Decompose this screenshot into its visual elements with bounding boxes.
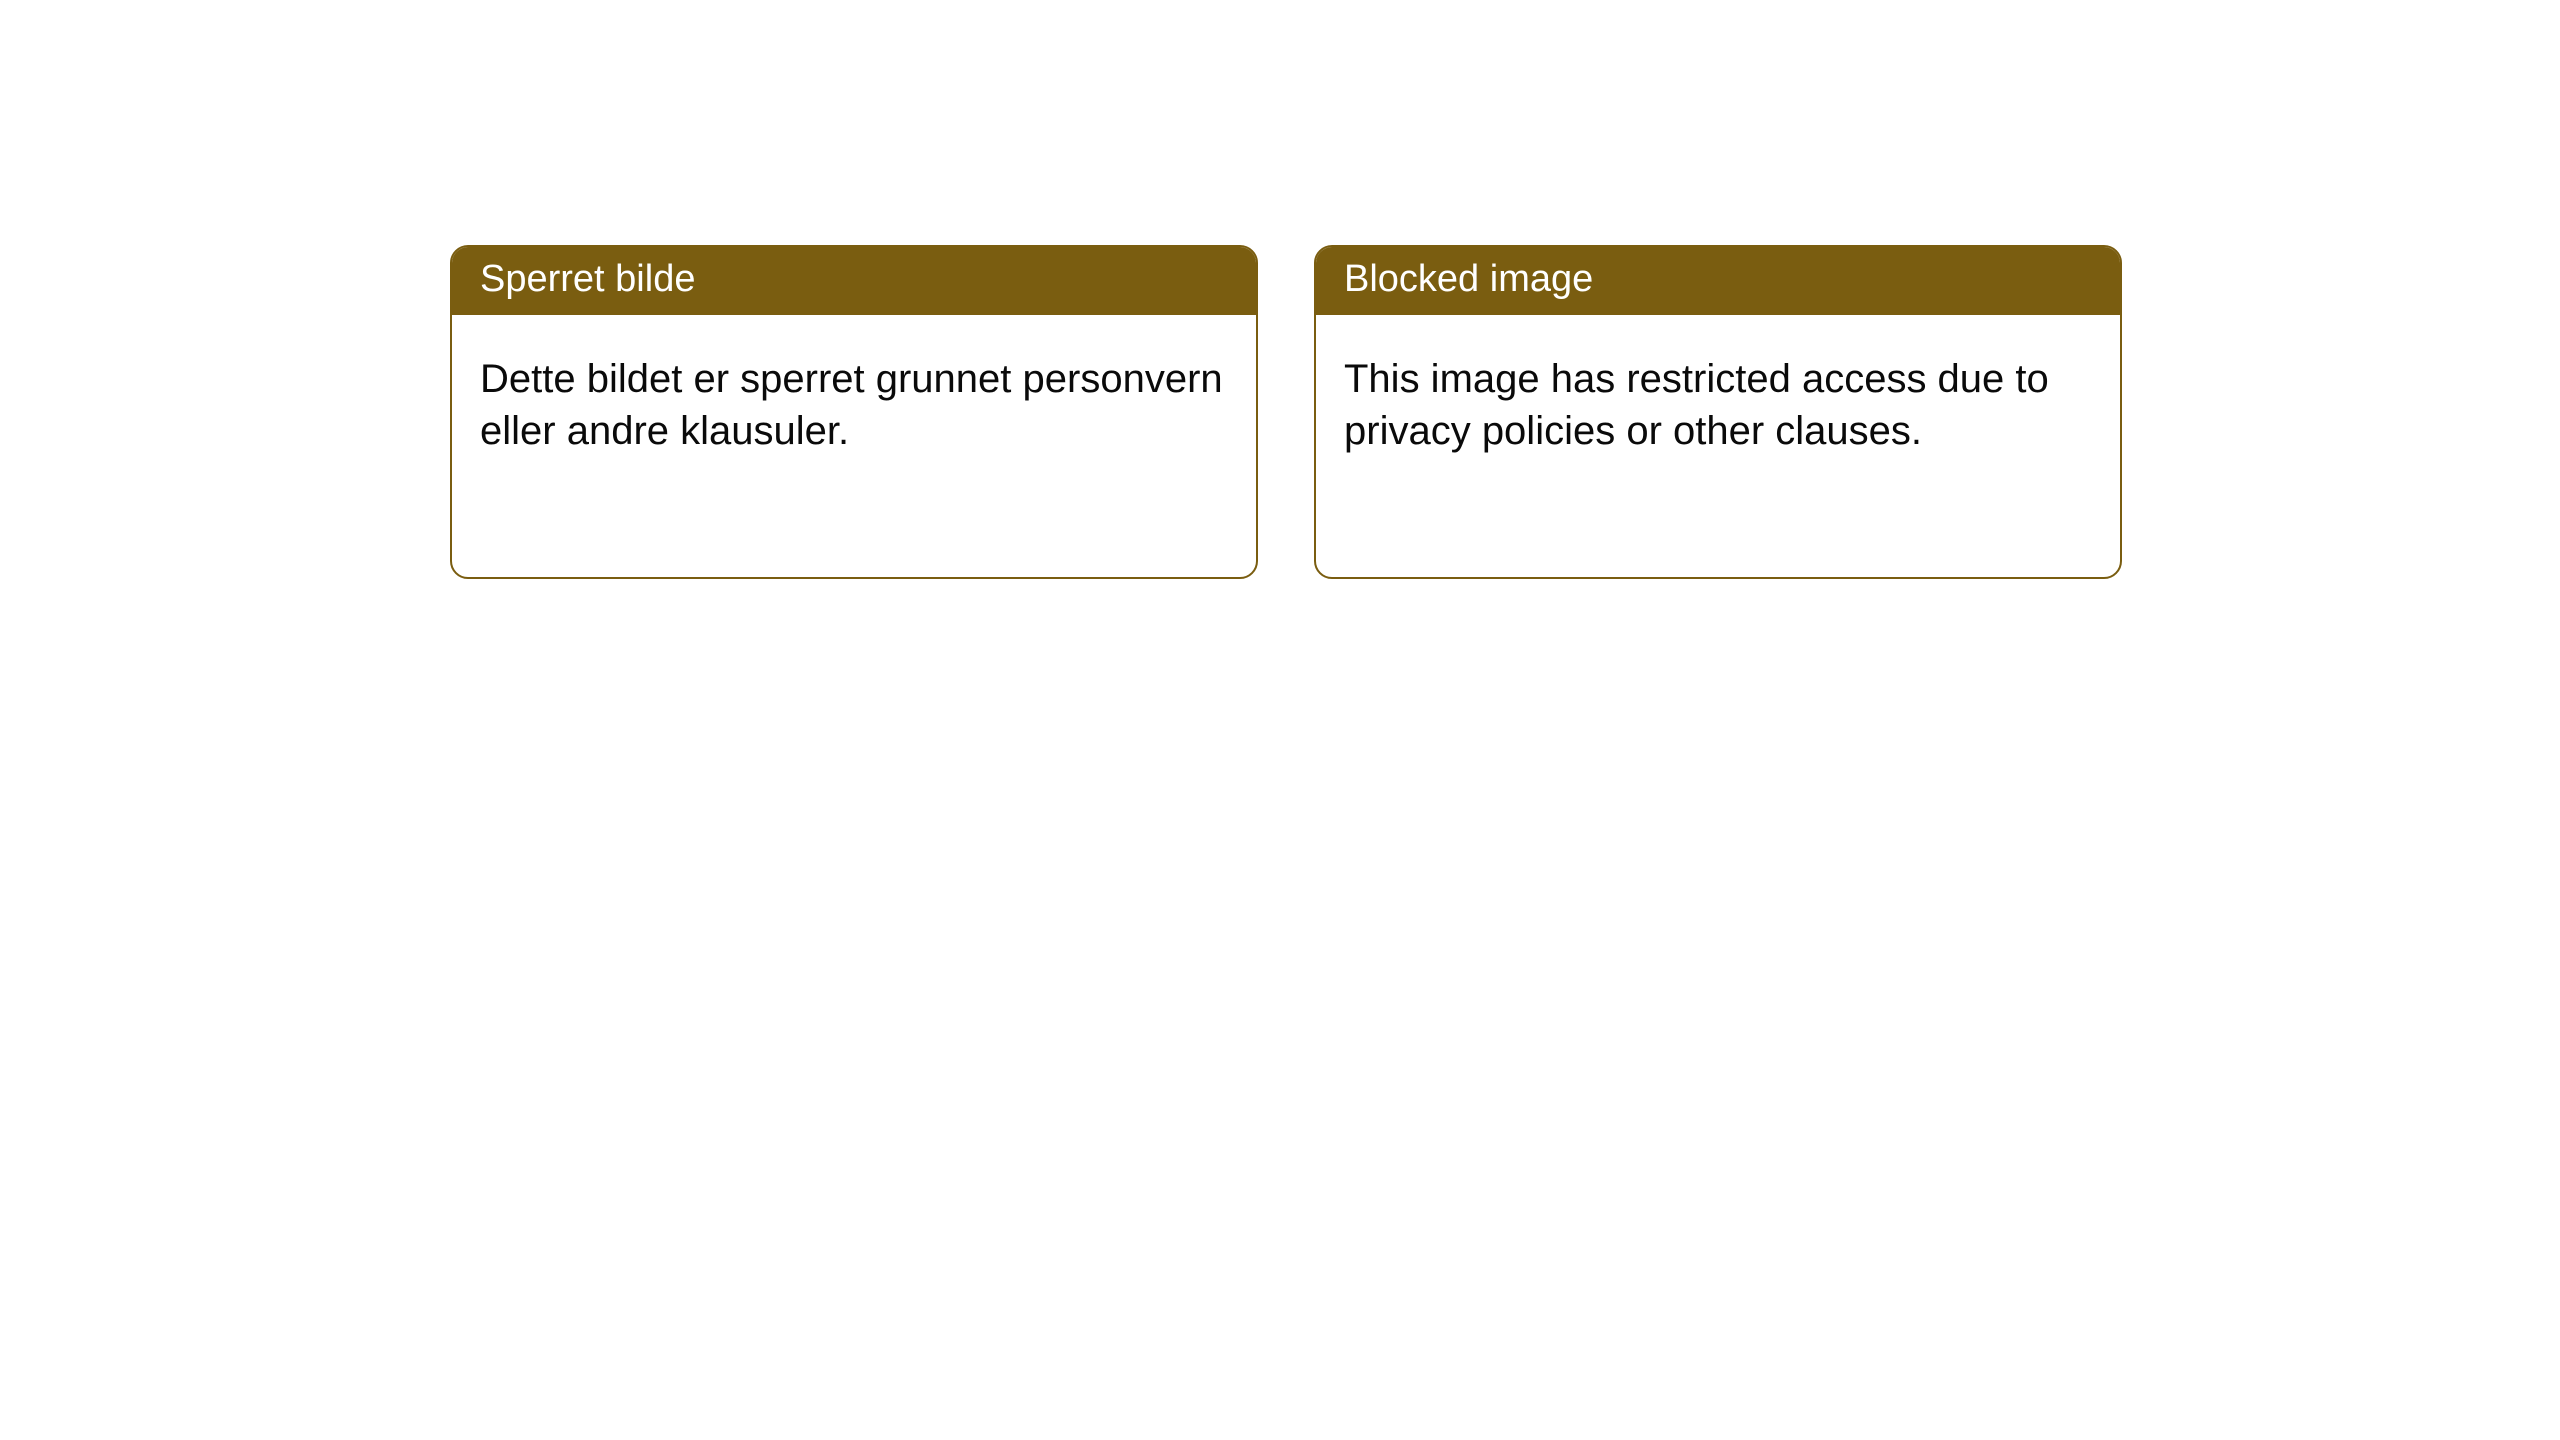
notice-body-english: This image has restricted access due to … — [1316, 315, 2120, 487]
notice-card-english: Blocked image This image has restricted … — [1314, 245, 2122, 579]
notice-body-norwegian: Dette bildet er sperret grunnet personve… — [452, 315, 1256, 487]
notice-container: Sperret bilde Dette bildet er sperret gr… — [0, 0, 2560, 579]
notice-card-norwegian: Sperret bilde Dette bildet er sperret gr… — [450, 245, 1258, 579]
notice-header-norwegian: Sperret bilde — [452, 247, 1256, 315]
notice-header-english: Blocked image — [1316, 247, 2120, 315]
